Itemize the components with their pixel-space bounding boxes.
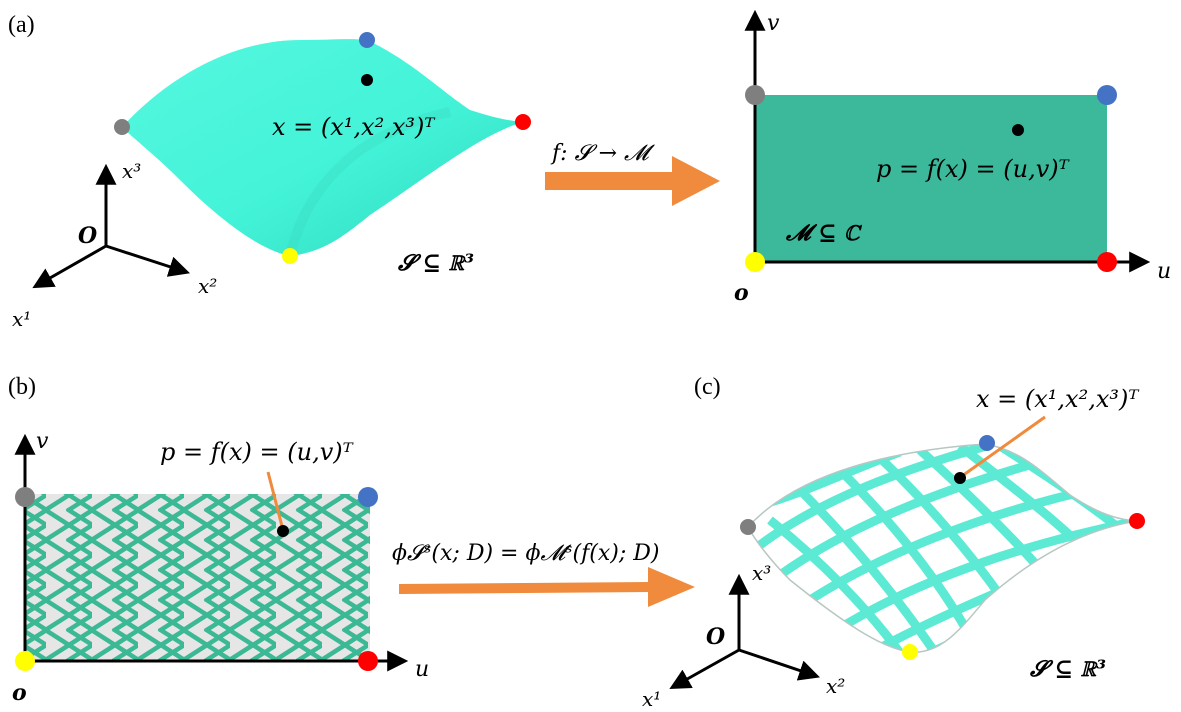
panel-a-surface-shading [285,107,451,258]
panel-a-surface-point [361,74,373,86]
panel-a-corner-yellow [282,248,298,264]
panel-c-label: (c) [694,374,721,400]
panel-a-surface-set-label: 𝓢 ⊆ ℝ³ [397,250,474,276]
panel-b-transfer-arrow [399,567,695,607]
panel-b-label: (b) [8,374,36,400]
panel-c-corner-blue [979,435,995,451]
panel-a-param-axes [744,9,1151,273]
panel-b-point-leader [266,471,285,531]
panel-c-surface-point-label: x = (x¹,x²,x³)ᵀ [976,385,1139,413]
panel-b-corner-yellow [15,651,35,671]
panel-b-param-point-label: p = f(x) = (u,v)ᵀ [160,438,354,466]
panel-a-param-rect [755,95,1107,262]
panel-c-corner-yellow [902,644,918,660]
panel-b-param-u: u [415,657,429,682]
panel-c-textured-surface [748,444,1137,653]
panel-a-axis-1: x¹ [12,307,31,331]
panel-b-param-axes [14,433,409,672]
panel-c-axes [669,573,820,690]
panel-c-axis-2: x² [826,674,845,698]
panel-a-map-arrow [545,156,720,206]
panel-a-map-label: f: 𝓢 → 𝓜 [550,141,655,166]
panel-b-corner-blue [358,487,378,507]
panel-a-param-set-label: 𝓜 ⊆ ℂ [785,220,862,246]
panel-a-axes [32,163,190,289]
panel-a-corner-gray [114,119,130,135]
panel-c-surface-point [954,472,966,484]
panel-a-param-v: v [767,11,780,36]
panel-a-param-corner-gray [745,85,765,105]
panel-a-param-corner-blue [1097,85,1117,105]
panel-a-param-point-label: p = f(x) = (u,v)ᵀ [876,155,1070,183]
panel-b-param-v: v [36,429,49,454]
panel-a-axis-origin: O [78,223,97,249]
panel-a-label: (a) [8,12,35,38]
panel-c-surface-outline [747,443,1138,653]
panel-c-surface-set-label: 𝓢 ⊆ ℝ³ [1029,656,1106,682]
panel-a-param-u: u [1157,259,1171,284]
panel-a-param-corner-yellow [745,252,765,272]
panel-a-axis-2: x² [198,274,217,298]
panel-c-corner-gray [740,519,756,535]
panel-c-point-leader [961,415,1046,478]
panel-a-param-point [1012,124,1024,136]
panel-b-param-point [277,525,289,537]
panel-a-corner-red [515,114,531,130]
panel-c-axis-origin: O [706,624,725,650]
panel-a-param-corner-red [1097,252,1117,272]
panel-a-surface [122,39,523,256]
panel-b-param-origin: o [12,680,27,706]
panel-b-corner-gray [15,487,35,507]
panel-b-lattice-rect [25,494,370,662]
panel-c-axis-1: x¹ [642,687,661,711]
panel-c-corner-red [1129,513,1145,529]
panel-c-axis-3: x³ [752,561,771,585]
panel-b-transfer-label: ϕ𝓢ˢ(x; D) = ϕ𝓜ˢ(f(x); D) [392,541,659,566]
panel-a-axis-3: x³ [122,159,141,183]
panel-a-param-origin: o [734,280,749,306]
panel-a-surface-point-label: x = (x¹,x²,x³)ᵀ [272,113,435,141]
panel-b-corner-red [358,651,378,671]
panel-a-corner-blue [359,32,375,48]
